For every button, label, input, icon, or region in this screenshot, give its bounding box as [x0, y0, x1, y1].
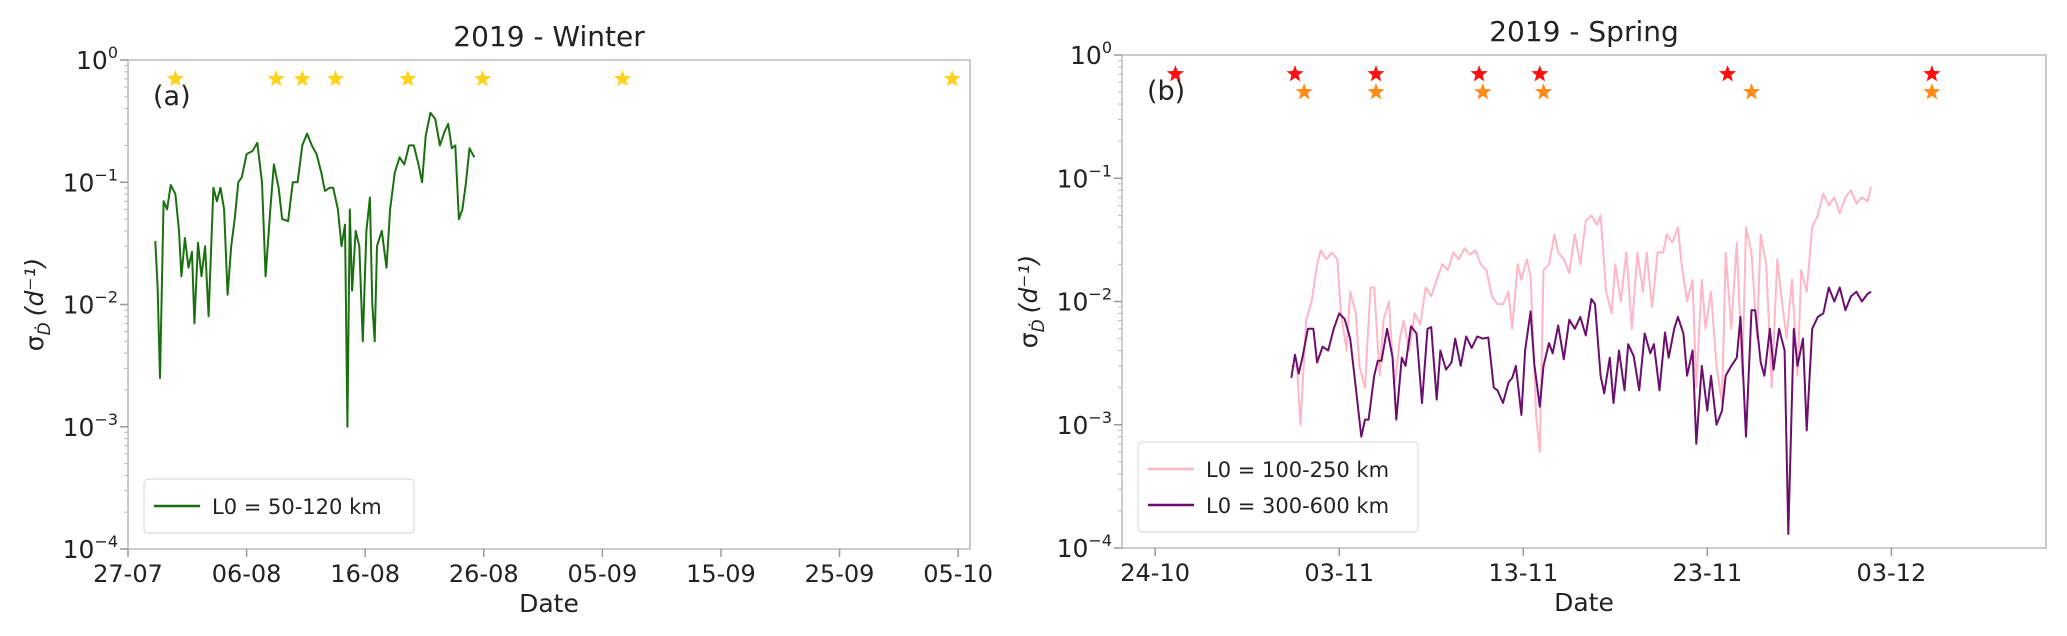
- x-tick-label: 05-10: [923, 560, 993, 588]
- y-tick-exponent: 0: [1102, 38, 1112, 57]
- y-label-subscript: Ḋ: [1028, 319, 1049, 332]
- y-tick-exponent: −1: [1088, 161, 1112, 180]
- event-star-marker: [943, 69, 961, 87]
- event-star-marker: [267, 69, 285, 87]
- y-tick-label: 10−2: [63, 288, 118, 320]
- x-tick-label: 27-07: [93, 560, 163, 588]
- series-line-1: [1291, 186, 1873, 454]
- x-tick-label: 25-09: [805, 560, 875, 588]
- y-tick-exponent: −1: [94, 165, 118, 184]
- y-tick-base: 10: [63, 168, 95, 197]
- y-tick-label: 100: [76, 43, 118, 75]
- y-tick-label: 10−1: [1057, 161, 1112, 193]
- legend: L0 = 100-250 km L0 = 300-600 km: [1137, 441, 1419, 533]
- x-axis-label: Date: [1554, 588, 1614, 617]
- event-star-marker: [1474, 83, 1492, 100]
- legend-label: L0 = 50-120 km: [212, 495, 382, 519]
- y-label-unit: (d⁻¹): [1014, 255, 1043, 314]
- event-star-marker: [1531, 65, 1549, 82]
- y-tick-base: 10: [63, 413, 95, 442]
- x-tick-label: 26-08: [449, 560, 519, 588]
- y-tick-exponent: −2: [1088, 285, 1112, 304]
- event-star-marker: [1367, 65, 1385, 82]
- event-star-marker: [166, 69, 184, 87]
- y-tick-label: 10−4: [1057, 531, 1112, 563]
- y-tick-exponent: −3: [1088, 408, 1112, 427]
- y-tick-label: 10−2: [1057, 285, 1112, 317]
- y-label-symbol: σ: [20, 335, 49, 351]
- event-star-marker: [1470, 65, 1488, 82]
- event-star-marker: [474, 69, 492, 87]
- y-tick-exponent: −4: [1088, 531, 1112, 550]
- x-tick-label: 15-09: [686, 560, 756, 588]
- y-tick-base: 10: [63, 535, 95, 564]
- panel-label: (a): [153, 81, 191, 112]
- y-tick-exponent: −3: [94, 410, 118, 429]
- event-star-marker: [399, 69, 417, 87]
- y-tick-base: 10: [63, 291, 95, 320]
- x-tick-label: 16-08: [330, 560, 400, 588]
- series-line-1: [154, 111, 476, 428]
- y-tick-label: 10−4: [63, 532, 118, 564]
- x-tick-label: 13-11: [1488, 559, 1558, 587]
- plot-area: [127, 59, 971, 550]
- y-tick-base: 10: [1057, 164, 1089, 193]
- series-line-2: [1290, 286, 1872, 535]
- x-tick-label: 03-11: [1304, 559, 1374, 587]
- y-tick-base: 10: [76, 46, 108, 75]
- y-tick-base: 10: [1070, 41, 1102, 70]
- y-tick-exponent: −4: [94, 532, 118, 551]
- chart-title: 2019 - Spring: [1489, 15, 1679, 48]
- event-star-marker: [293, 69, 311, 87]
- event-star-marker: [1166, 65, 1184, 82]
- y-axis-label: σḊ (d⁻¹): [1014, 255, 1049, 349]
- legend-box: [1137, 441, 1419, 533]
- event-star-marker: [1286, 65, 1304, 82]
- legend: L0 = 50-120 km: [143, 478, 415, 534]
- event-star-marker: [327, 69, 345, 87]
- y-tick-base: 10: [1057, 288, 1089, 317]
- y-tick-label: 100: [1070, 38, 1112, 70]
- event-star-marker: [1923, 65, 1941, 82]
- event-star-marker: [614, 69, 632, 87]
- event-star-marker: [1923, 83, 1941, 100]
- y-label-unit: (d⁻¹): [20, 258, 49, 317]
- y-tick-label: 10−1: [63, 165, 118, 197]
- x-tick-label: 06-08: [212, 560, 282, 588]
- x-tick-label: 23-11: [1672, 559, 1742, 587]
- x-tick-label: 03-12: [1857, 559, 1927, 587]
- legend-label: L0 = 100-250 km: [1206, 458, 1389, 482]
- y-label-symbol: σ: [1014, 332, 1043, 348]
- y-tick-base: 10: [1057, 411, 1089, 440]
- x-tick-label: 05-09: [567, 560, 637, 588]
- y-label-subscript: Ḋ: [34, 322, 55, 335]
- x-axis-label: Date: [519, 589, 579, 618]
- event-star-marker: [1742, 83, 1761, 100]
- legend-box: [143, 478, 415, 534]
- panel-label: (b): [1147, 76, 1185, 107]
- event-star-marker: [1295, 83, 1313, 100]
- event-star-marker: [1534, 83, 1553, 100]
- legend-label: L0 = 300-600 km: [1206, 494, 1389, 518]
- event-star-marker: [1719, 65, 1737, 82]
- y-tick-label: 10−3: [63, 410, 118, 442]
- x-tick-label: 24-10: [1120, 559, 1190, 587]
- y-tick-exponent: 0: [108, 43, 118, 62]
- y-tick-exponent: −2: [94, 288, 118, 307]
- y-tick-label: 10−3: [1057, 408, 1112, 440]
- event-star-marker: [1367, 83, 1385, 100]
- chart-title: 2019 - Winter: [453, 20, 645, 53]
- y-tick-base: 10: [1057, 534, 1089, 563]
- y-axis-label: σḊ (d⁻¹): [20, 258, 55, 352]
